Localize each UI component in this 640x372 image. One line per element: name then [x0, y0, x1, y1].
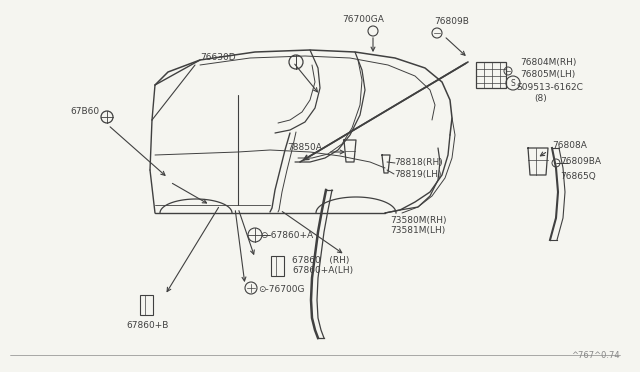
Bar [140, 295, 153, 315]
Text: 76630D: 76630D [200, 52, 236, 61]
Text: (8): (8) [534, 94, 547, 103]
Text: 73580M(RH): 73580M(RH) [390, 215, 447, 224]
Text: 67860+B: 67860+B [127, 321, 169, 330]
Text: 67860   (RH): 67860 (RH) [292, 256, 349, 264]
Text: 67860+A(LH): 67860+A(LH) [292, 266, 353, 276]
Text: 76804M(RH): 76804M(RH) [520, 58, 577, 67]
Bar [271, 256, 284, 276]
Text: 76809BA: 76809BA [560, 157, 601, 167]
Text: 76805M(LH): 76805M(LH) [520, 70, 575, 78]
Text: 76700GA: 76700GA [342, 16, 384, 25]
Text: ⊙-76700G: ⊙-76700G [258, 285, 305, 295]
Text: S09513-6162C: S09513-6162C [516, 83, 583, 93]
Text: 78850A: 78850A [287, 144, 322, 153]
Text: 73581M(LH): 73581M(LH) [390, 227, 445, 235]
Text: S: S [511, 78, 515, 87]
Bar [476, 62, 506, 88]
Text: 78819(LH): 78819(LH) [394, 170, 442, 179]
Text: 76809B: 76809B [434, 17, 469, 26]
Text: ⊙-67860+A: ⊙-67860+A [260, 231, 313, 240]
Text: 67B60: 67B60 [70, 108, 99, 116]
Text: 76865Q: 76865Q [560, 171, 596, 180]
Text: 78818(RH): 78818(RH) [394, 158, 443, 167]
Text: 76808A: 76808A [552, 141, 587, 151]
Text: ^767^0.74: ^767^0.74 [572, 351, 620, 360]
